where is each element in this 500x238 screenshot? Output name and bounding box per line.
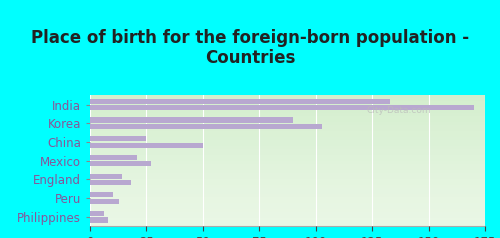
Bar <box>90 180 130 185</box>
Bar <box>90 215 485 218</box>
Bar <box>90 149 485 152</box>
Bar <box>90 131 485 134</box>
Bar <box>90 236 485 238</box>
Bar <box>90 233 485 236</box>
Bar <box>90 200 485 203</box>
Bar <box>90 99 390 104</box>
Bar <box>90 227 485 230</box>
Bar <box>90 211 104 216</box>
Text: City-Data.com: City-Data.com <box>366 106 431 115</box>
Bar <box>90 136 146 141</box>
Bar <box>90 167 485 170</box>
Bar <box>90 182 485 185</box>
Bar <box>90 212 485 215</box>
Bar <box>90 113 485 116</box>
Bar <box>90 107 485 110</box>
Bar <box>90 122 485 125</box>
Bar <box>90 134 485 137</box>
Bar <box>90 152 485 155</box>
Bar <box>90 206 485 209</box>
Bar <box>90 194 485 197</box>
Bar <box>90 128 485 131</box>
Bar <box>90 185 485 188</box>
Bar <box>90 124 322 129</box>
Bar <box>90 161 151 166</box>
Bar <box>90 110 485 113</box>
Bar <box>90 192 112 198</box>
Bar <box>90 188 485 191</box>
Bar <box>90 221 485 224</box>
Bar <box>90 116 485 119</box>
Bar <box>90 176 485 179</box>
Bar <box>90 118 293 123</box>
Bar <box>90 158 485 161</box>
Bar <box>90 143 203 148</box>
Bar <box>90 179 485 182</box>
Bar <box>90 101 485 104</box>
Bar <box>90 174 122 179</box>
Bar <box>90 146 485 149</box>
Bar <box>90 137 485 140</box>
Bar <box>90 230 485 233</box>
Bar <box>90 203 485 206</box>
Bar <box>90 197 485 200</box>
Bar <box>90 218 485 221</box>
Bar <box>90 164 485 167</box>
Bar <box>90 191 485 194</box>
Bar <box>90 155 485 158</box>
Bar <box>90 217 108 223</box>
Bar <box>90 143 485 146</box>
Text: Place of birth for the foreign-born population -
Countries: Place of birth for the foreign-born popu… <box>31 29 469 67</box>
Bar <box>90 125 485 128</box>
Bar <box>90 95 485 98</box>
Bar <box>90 224 485 227</box>
Bar <box>90 161 485 164</box>
Bar <box>90 155 138 160</box>
Bar <box>90 173 485 176</box>
Bar <box>90 209 485 212</box>
Bar <box>90 170 485 173</box>
Bar <box>90 198 120 204</box>
Bar <box>90 119 485 122</box>
Bar <box>90 140 485 143</box>
Bar <box>90 104 485 107</box>
Bar <box>90 105 473 110</box>
Bar <box>90 98 485 101</box>
